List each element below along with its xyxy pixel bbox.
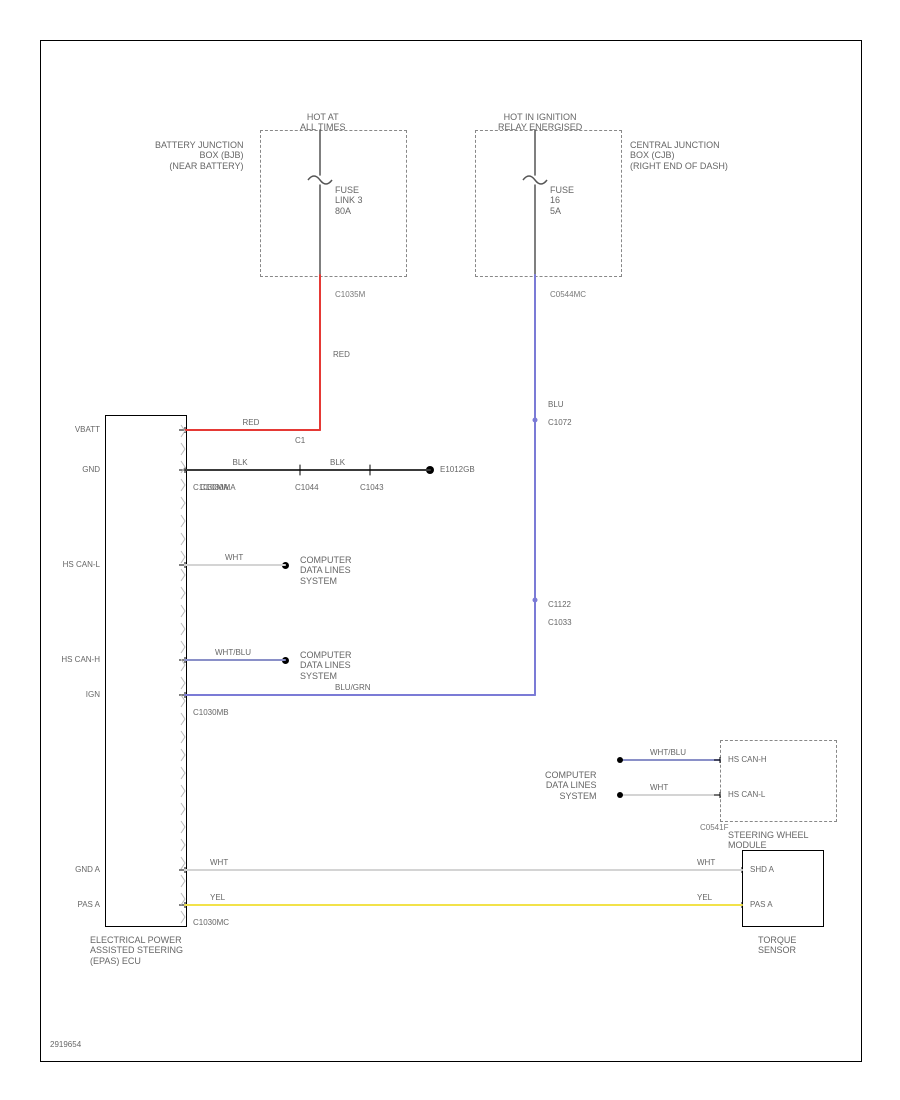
wire-label: BLU bbox=[548, 400, 564, 409]
wire-label: YEL bbox=[697, 893, 712, 902]
wire-label: WHT bbox=[697, 858, 715, 867]
wire-label: C1030MA bbox=[200, 483, 236, 492]
wire-label: C1 bbox=[295, 436, 305, 445]
wire-label: WHT bbox=[650, 783, 668, 792]
wire-label: GND A bbox=[50, 865, 100, 874]
wire-label: HS CAN-L bbox=[50, 560, 100, 569]
wire-label: WHT bbox=[225, 553, 243, 562]
wire-label: GND bbox=[50, 465, 100, 474]
wire-label: WHT/BLU bbox=[215, 648, 251, 657]
wire-label: YEL bbox=[210, 893, 225, 902]
wire-label: SHD A bbox=[750, 865, 774, 874]
wire-label: RED bbox=[243, 418, 260, 427]
wire-label: BLK bbox=[330, 458, 345, 467]
wire-label: WHT bbox=[210, 858, 228, 867]
wire-label: HS CAN-H bbox=[728, 755, 767, 764]
wire-label: PAS A bbox=[50, 900, 100, 909]
wire-label: HS CAN-L bbox=[728, 790, 765, 799]
wire-label: IGN bbox=[50, 690, 100, 699]
wiring-svg bbox=[0, 0, 900, 1100]
wire-label: C1072 bbox=[548, 418, 572, 427]
wire-label: C1030MC bbox=[193, 918, 229, 927]
wire-label: BLK bbox=[233, 458, 248, 467]
wire-label: HS CAN-H bbox=[50, 655, 100, 664]
wire-label: C1044 bbox=[295, 483, 319, 492]
wire-label: C1033 bbox=[548, 618, 572, 627]
wire-label: PAS A bbox=[750, 900, 773, 909]
wire-label: RED bbox=[333, 350, 350, 359]
wire-label: C1030MB bbox=[193, 708, 229, 717]
wire-label: BLU/GRN bbox=[335, 683, 371, 692]
wire-label: C1043 bbox=[360, 483, 384, 492]
wire-label: WHT/BLU bbox=[650, 748, 686, 757]
wire-label: C1122 bbox=[548, 600, 571, 609]
wire-label: VBATT bbox=[50, 425, 100, 434]
